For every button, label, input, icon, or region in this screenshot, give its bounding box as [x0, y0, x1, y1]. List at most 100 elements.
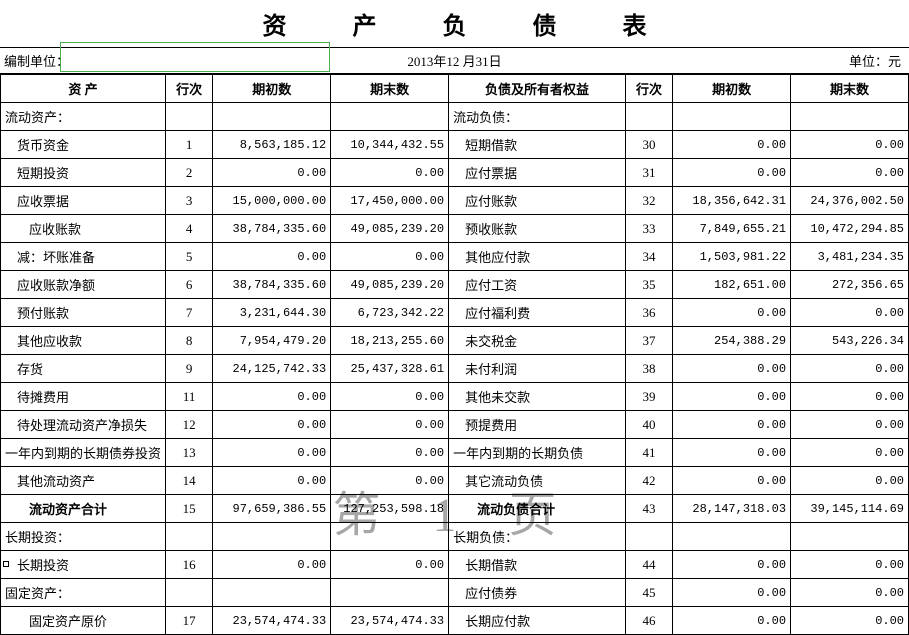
- cell-asset-name: 其他应收款: [1, 327, 166, 355]
- table-row: 短期投资20.000.00应付票据310.000.00: [1, 159, 909, 187]
- cell-asset-line: 14: [166, 467, 213, 495]
- cell-liab-end: 0.00: [791, 383, 909, 411]
- hdr-end2: 期末数: [791, 75, 909, 103]
- hdr-line2: 行次: [625, 75, 672, 103]
- table-row: 待处理流动资产净损失120.000.00预提费用400.000.00: [1, 411, 909, 439]
- cell-asset-name: 预付账款: [1, 299, 166, 327]
- cell-liab-end: 0.00: [791, 607, 909, 635]
- cell-asset-end: 127,253,598.18: [331, 495, 449, 523]
- cell-asset-line: 6: [166, 271, 213, 299]
- cell-liab-line: 30: [625, 131, 672, 159]
- cell-liab-begin: 0.00: [673, 355, 791, 383]
- cell-asset-begin: 24,125,742.33: [213, 355, 331, 383]
- hdr-begin: 期初数: [213, 75, 331, 103]
- cell-asset-end: 49,085,239.20: [331, 215, 449, 243]
- cell-asset-line: 3: [166, 187, 213, 215]
- cell-liab-end: 0.00: [791, 159, 909, 187]
- cell-liab-end: 0.00: [791, 579, 909, 607]
- balance-sheet-table: 资 产 行次 期初数 期末数 负债及所有者权益 行次 期初数 期末数 流动资产：…: [0, 74, 909, 635]
- cell-liab-name: 未交税金: [449, 327, 626, 355]
- cell-liab-begin: [673, 103, 791, 131]
- cell-liab-name: 其他未交款: [449, 383, 626, 411]
- cell-asset-line: 8: [166, 327, 213, 355]
- meta-date: 2013年12 月31日: [0, 51, 909, 70]
- cell-liab-end: 0.00: [791, 299, 909, 327]
- hdr-asset: 资 产: [1, 75, 166, 103]
- cell-asset-begin: 0.00: [213, 467, 331, 495]
- cell-asset-end: 0.00: [331, 243, 449, 271]
- cell-asset-line: 15: [166, 495, 213, 523]
- table-row: 其他应收款87,954,479.2018,213,255.60未交税金37254…: [1, 327, 909, 355]
- cell-liab-end: 3,481,234.35: [791, 243, 909, 271]
- cell-asset-line: 1: [166, 131, 213, 159]
- cell-liab-begin: 0.00: [673, 467, 791, 495]
- cell-asset-end: 25,437,328.61: [331, 355, 449, 383]
- table-row: 应收账款438,784,335.6049,085,239.20预收账款337,8…: [1, 215, 909, 243]
- cell-liab-line: 38: [625, 355, 672, 383]
- cell-liab-name: 长期负债：: [449, 523, 626, 551]
- cell-asset-end: 23,574,474.33: [331, 607, 449, 635]
- cell-asset-name: 短期投资: [1, 159, 166, 187]
- cell-asset-begin: 97,659,386.55: [213, 495, 331, 523]
- cell-liab-name: 流动负债合计: [449, 495, 626, 523]
- cell-asset-line: 4: [166, 215, 213, 243]
- cell-liab-line: 44: [625, 551, 672, 579]
- cell-asset-name: 其他流动资产: [1, 467, 166, 495]
- cell-liab-line: [625, 103, 672, 131]
- cell-asset-end: 0.00: [331, 411, 449, 439]
- cell-liab-end: 0.00: [791, 551, 909, 579]
- cell-liab-line: 31: [625, 159, 672, 187]
- cell-liab-name: 预收账款: [449, 215, 626, 243]
- cell-liab-begin: 0.00: [673, 411, 791, 439]
- cell-liab-end: 272,356.65: [791, 271, 909, 299]
- cell-liab-line: 34: [625, 243, 672, 271]
- cell-liab-begin: 254,388.29: [673, 327, 791, 355]
- cell-liab-begin: 0.00: [673, 579, 791, 607]
- cell-asset-line: [166, 579, 213, 607]
- cell-liab-line: 46: [625, 607, 672, 635]
- cell-asset-begin: 7,954,479.20: [213, 327, 331, 355]
- cell-liab-begin: 0.00: [673, 299, 791, 327]
- cell-asset-begin: 38,784,335.60: [213, 271, 331, 299]
- cell-asset-name: 待摊费用: [1, 383, 166, 411]
- cell-liab-name: 一年内到期的长期负债: [449, 439, 626, 467]
- cell-asset-begin: [213, 523, 331, 551]
- marker-icon: [3, 561, 9, 567]
- cell-asset-line: [166, 523, 213, 551]
- cell-liab-line: 41: [625, 439, 672, 467]
- cell-liab-begin: 7,849,655.21: [673, 215, 791, 243]
- cell-liab-line: 33: [625, 215, 672, 243]
- cell-asset-name: 一年内到期的长期债券投资: [1, 439, 166, 467]
- cell-liab-name: 应付账款: [449, 187, 626, 215]
- cell-asset-name: 待处理流动资产净损失: [1, 411, 166, 439]
- table-row: 预付账款73,231,644.306,723,342.22应付福利费360.00…: [1, 299, 909, 327]
- cell-asset-begin: [213, 579, 331, 607]
- cell-asset-begin: 15,000,000.00: [213, 187, 331, 215]
- cell-liab-name: 预提费用: [449, 411, 626, 439]
- cell-asset-line: [166, 103, 213, 131]
- cell-liab-name: 短期借款: [449, 131, 626, 159]
- cell-liab-end: [791, 523, 909, 551]
- cell-asset-line: 2: [166, 159, 213, 187]
- cell-liab-name: 未付利润: [449, 355, 626, 383]
- cell-liab-line: 35: [625, 271, 672, 299]
- table-body: 流动资产：流动负债：货币资金18,563,185.1210,344,432.55…: [1, 103, 909, 635]
- cell-liab-begin: 0.00: [673, 131, 791, 159]
- cell-asset-name: 固定资产原价: [1, 607, 166, 635]
- cell-asset-name: 应收账款净额: [1, 271, 166, 299]
- cell-liab-end: 0.00: [791, 467, 909, 495]
- cell-liab-begin: 182,651.00: [673, 271, 791, 299]
- cell-liab-line: [625, 523, 672, 551]
- cell-liab-name: 其他应付款: [449, 243, 626, 271]
- cell-asset-end: 0.00: [331, 439, 449, 467]
- cell-liab-end: 10,472,294.85: [791, 215, 909, 243]
- cell-liab-line: 39: [625, 383, 672, 411]
- cell-liab-line: 40: [625, 411, 672, 439]
- cell-asset-name: 货币资金: [1, 131, 166, 159]
- cell-liab-name: 应付工资: [449, 271, 626, 299]
- table-row: 长期投资160.000.00长期借款440.000.00: [1, 551, 909, 579]
- cell-asset-begin: 0.00: [213, 411, 331, 439]
- cell-liab-line: 45: [625, 579, 672, 607]
- cell-liab-begin: 0.00: [673, 607, 791, 635]
- cell-asset-name: 流动资产合计: [1, 495, 166, 523]
